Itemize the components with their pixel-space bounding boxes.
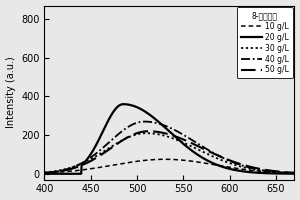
- 50 g/L: [292, 172, 296, 174]
- 20 g/L: [122, 103, 125, 105]
- 50 g/L: [190, 142, 194, 145]
- 40 g/L: [292, 172, 296, 174]
- 30 g/L: [156, 133, 160, 135]
- 20 g/L: [87, 156, 91, 158]
- 50 g/L: [231, 160, 235, 163]
- 10 g/L: [190, 160, 194, 162]
- 50 g/L: [210, 152, 214, 154]
- Line: 50 g/L: 50 g/L: [44, 131, 294, 173]
- 30 g/L: [210, 155, 214, 157]
- 20 g/L: [107, 118, 110, 121]
- 30 g/L: [190, 146, 194, 148]
- 40 g/L: [231, 161, 235, 164]
- 10 g/L: [210, 163, 214, 166]
- 10 g/L: [163, 158, 166, 160]
- 30 g/L: [231, 163, 235, 165]
- 20 g/L: [210, 161, 214, 164]
- 20 g/L: [292, 173, 296, 175]
- 30 g/L: [107, 147, 110, 150]
- 20 g/L: [43, 173, 46, 175]
- 40 g/L: [210, 151, 214, 153]
- 40 g/L: [107, 141, 110, 144]
- Line: 20 g/L: 20 g/L: [44, 104, 294, 174]
- 40 g/L: [87, 158, 91, 160]
- 10 g/L: [87, 168, 91, 170]
- 50 g/L: [43, 172, 46, 174]
- 10 g/L: [292, 172, 296, 174]
- 40 g/L: [43, 172, 46, 174]
- 40 g/L: [190, 139, 194, 141]
- 50 g/L: [156, 131, 160, 133]
- 30 g/L: [292, 172, 296, 174]
- Legend: 10 g/L, 20 g/L, 30 g/L, 40 g/L, 50 g/L: 10 g/L, 20 g/L, 30 g/L, 40 g/L, 50 g/L: [237, 7, 293, 78]
- 20 g/L: [190, 150, 194, 152]
- 10 g/L: [231, 167, 235, 169]
- Line: 10 g/L: 10 g/L: [44, 159, 294, 173]
- Y-axis label: Intensity (a.u.): Intensity (a.u.): [6, 57, 16, 128]
- 20 g/L: [156, 120, 160, 123]
- 10 g/L: [107, 165, 110, 167]
- 10 g/L: [156, 158, 159, 161]
- 50 g/L: [107, 148, 110, 151]
- 30 g/L: [87, 159, 91, 161]
- Line: 30 g/L: 30 g/L: [44, 133, 294, 173]
- 40 g/L: [143, 120, 146, 123]
- 10 g/L: [43, 172, 46, 174]
- 30 g/L: [43, 171, 46, 174]
- 30 g/L: [145, 132, 148, 134]
- 50 g/L: [147, 130, 150, 132]
- 20 g/L: [231, 168, 235, 171]
- 40 g/L: [156, 122, 160, 125]
- Line: 40 g/L: 40 g/L: [44, 122, 294, 173]
- 50 g/L: [87, 161, 91, 163]
